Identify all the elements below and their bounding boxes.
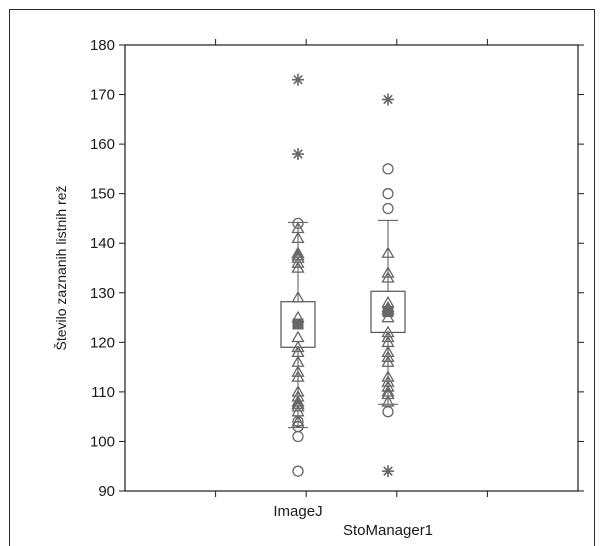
data-point: [381, 394, 395, 407]
data-point: [291, 355, 305, 367]
x-tick-label: StoManager1: [343, 522, 433, 539]
x-axis: [215, 39, 488, 497]
mean-marker: [382, 306, 394, 318]
outlier-point: [382, 202, 394, 215]
y-tick-label: 130: [90, 285, 115, 302]
outlier-point: [382, 163, 394, 175]
extreme-point: [292, 73, 304, 86]
extreme-point: [382, 465, 394, 478]
chart-frame: [9, 9, 595, 546]
outlier-point: [382, 188, 394, 200]
data-point: [291, 290, 305, 303]
data-point: [381, 325, 395, 338]
y-axis: 90 100 110 120 130 140 150 160 170 180: [90, 37, 584, 500]
x-tick-label: ImageJ: [273, 503, 322, 520]
data-point: [291, 414, 305, 427]
series-group: [280, 73, 316, 477]
data-point: [291, 340, 305, 353]
y-tick-label: 120: [90, 334, 115, 351]
y-tick-label: 170: [90, 87, 115, 104]
data-point: [291, 231, 305, 244]
series-group: [370, 93, 406, 478]
extreme-point: [292, 148, 304, 161]
data-point: [291, 248, 305, 261]
data-point: [291, 246, 305, 258]
data-point: [381, 266, 395, 278]
extreme-stroke: [293, 149, 303, 159]
data-point: [381, 345, 395, 358]
data-point: [381, 370, 395, 382]
outlier-point: [292, 217, 304, 230]
y-tick-label: 90: [98, 483, 115, 500]
y-tick-label: 180: [90, 37, 115, 54]
y-tick-label: 150: [90, 186, 115, 203]
y-tick-label: 110: [91, 384, 115, 401]
outlier-point: [292, 430, 304, 443]
outlier-point: [292, 465, 304, 477]
outlier-point: [292, 415, 304, 428]
extreme-stroke: [293, 74, 303, 85]
y-axis-title: Število zaznanih listnih rež: [53, 186, 69, 351]
y-tick-label: 140: [90, 235, 115, 252]
outlier-point: [292, 420, 304, 433]
outlier-point: [382, 406, 394, 418]
data-point: [381, 246, 395, 258]
y-tick-label: 160: [90, 136, 115, 153]
extreme-point: [382, 93, 394, 106]
data-point: [291, 385, 305, 397]
plot-area: [124, 44, 579, 492]
data-point: [291, 397, 305, 410]
data-point: [291, 330, 305, 343]
extreme-stroke: [383, 94, 393, 105]
mean-marker: [292, 318, 304, 330]
plot-series: [280, 73, 406, 478]
y-tick-label: 100: [90, 433, 115, 450]
extreme-stroke: [383, 466, 393, 476]
data-point: [291, 365, 305, 377]
data-point: [381, 387, 395, 400]
